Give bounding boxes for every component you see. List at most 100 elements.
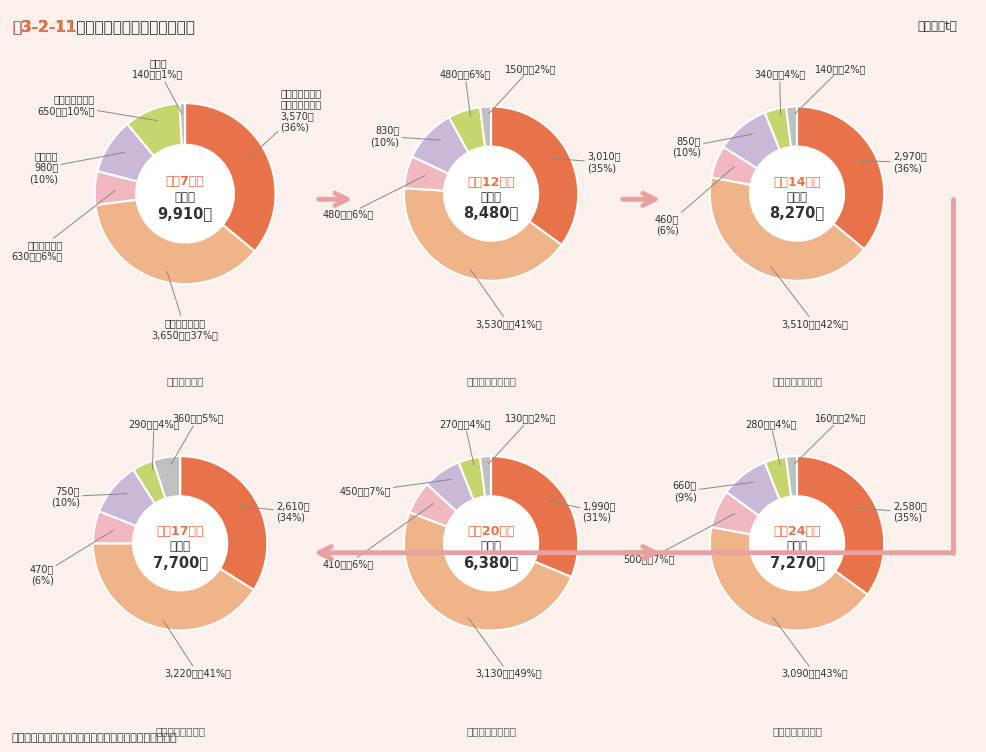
Wedge shape (409, 484, 456, 526)
Text: 全国計: 全国計 (170, 540, 190, 553)
Wedge shape (764, 456, 791, 499)
Text: 750万
(10%): 750万 (10%) (51, 486, 127, 508)
Wedge shape (785, 107, 797, 147)
Text: 270万（4%）: 270万（4%） (439, 419, 490, 465)
Text: 平成24年度: 平成24年度 (772, 526, 820, 538)
Text: 150万（2%）: 150万（2%） (488, 64, 555, 114)
Text: 全国計: 全国計 (175, 191, 195, 204)
Wedge shape (785, 456, 796, 496)
Wedge shape (796, 456, 883, 595)
Text: 2,580万
(35%): 2,580万 (35%) (857, 502, 926, 523)
Wedge shape (711, 147, 756, 185)
Text: 全国計: 全国計 (480, 540, 501, 553)
Wedge shape (711, 492, 758, 535)
Text: コンクリート塊
3,650万（37%）: コンクリート塊 3,650万（37%） (152, 271, 218, 340)
Wedge shape (479, 107, 491, 147)
Text: 3,130万（49%）: 3,130万（49%） (468, 618, 541, 678)
Text: 160万（2%）: 160万（2%） (794, 414, 866, 463)
Wedge shape (412, 117, 468, 174)
Text: 480万（6%）: 480万（6%） (439, 69, 490, 117)
Text: 資料：国土交通省: 資料：国土交通省 (465, 726, 516, 735)
Text: 建設混合廃棄物
650万（10%）: 建設混合廃棄物 650万（10%） (37, 95, 157, 120)
Text: 3,010万
(35%): 3,010万 (35%) (551, 152, 620, 173)
Text: 660万
(9%): 660万 (9%) (671, 481, 753, 502)
Text: 3,090万（43%）: 3,090万（43%） (772, 617, 847, 678)
Text: 2,610万
(34%): 2,610万 (34%) (240, 502, 310, 523)
Text: 全国計: 全国計 (786, 540, 807, 553)
Wedge shape (403, 512, 571, 630)
Wedge shape (479, 456, 491, 496)
Wedge shape (709, 177, 864, 280)
Circle shape (133, 496, 227, 590)
Text: 資料：国土交通省: 資料：国土交通省 (771, 376, 821, 386)
Text: 2,970万
(36%): 2,970万 (36%) (858, 152, 926, 173)
Circle shape (444, 147, 537, 241)
Text: 建設汚泥
980万
(10%): 建設汚泥 980万 (10%) (30, 151, 125, 184)
Wedge shape (723, 113, 779, 168)
Text: 建設発生木材
630万（6%）: 建設発生木材 630万（6%） (12, 190, 115, 262)
Wedge shape (184, 103, 275, 251)
Text: 6,380万: 6,380万 (463, 555, 518, 570)
Circle shape (444, 496, 537, 590)
Text: アスファルト・
コンクリート塊
3,570万
(36%): アスファルト・ コンクリート塊 3,570万 (36%) (248, 88, 320, 159)
Text: 8,270万: 8,270万 (769, 205, 823, 220)
Wedge shape (764, 107, 791, 150)
Text: 図3-2-11　建設廃棄物の種類別排出量: 図3-2-11 建設廃棄物の種類別排出量 (12, 20, 194, 35)
Text: 平成7年度: 平成7年度 (166, 175, 204, 189)
Text: 平成20年度: 平成20年度 (466, 526, 515, 538)
Wedge shape (458, 456, 484, 499)
Text: 9,910万: 9,910万 (158, 206, 212, 221)
Text: 3,220万（41%）: 3,220万（41%） (164, 620, 231, 678)
Wedge shape (403, 156, 448, 191)
Text: （単位：t）: （単位：t） (917, 20, 956, 32)
Text: 480万（6%）: 480万（6%） (321, 175, 425, 220)
Wedge shape (796, 107, 883, 249)
Wedge shape (427, 462, 473, 511)
Text: 平成17年度: 平成17年度 (156, 526, 204, 538)
Text: 資料：国土交通省: 資料：国土交通省 (465, 376, 516, 386)
Wedge shape (709, 527, 867, 630)
Wedge shape (153, 456, 180, 499)
Text: 3,530万（41%）: 3,530万（41%） (470, 269, 541, 329)
Text: 340万（4%）: 340万（4%） (753, 69, 805, 115)
Text: 平成12年度: 平成12年度 (466, 176, 515, 189)
Text: 図3-2-11: 図3-2-11 (12, 20, 76, 35)
Text: 3,510万（42%）: 3,510万（42%） (770, 266, 847, 329)
Text: 8,480万: 8,480万 (463, 205, 518, 220)
Text: 7,700万: 7,700万 (153, 555, 207, 570)
Wedge shape (179, 103, 185, 145)
Circle shape (136, 145, 234, 242)
Wedge shape (96, 200, 254, 284)
Wedge shape (93, 511, 136, 543)
Text: 1,990万
(31%): 1,990万 (31%) (547, 501, 615, 523)
Text: 280万（4%）: 280万（4%） (744, 419, 796, 465)
Text: 500万（7%）: 500万（7%） (623, 514, 734, 564)
Text: 850万
(10%): 850万 (10%) (671, 134, 752, 158)
Text: 290万（4%）: 290万（4%） (128, 419, 179, 470)
Circle shape (749, 496, 843, 590)
Text: 資料：国土交通省: 資料：国土交通省 (771, 726, 821, 735)
Text: 注：四捨五入の関係上、合計値と合わない場合がある。: 注：四捨五入の関係上、合計値と合わない場合がある。 (12, 733, 177, 743)
Text: 全国計: 全国計 (480, 190, 501, 204)
Text: 830万
(10%): 830万 (10%) (370, 126, 440, 147)
Wedge shape (726, 462, 779, 516)
Text: 資料：国土交通省: 資料：国土交通省 (155, 726, 205, 735)
Text: 360万（5%）: 360万（5%） (172, 414, 223, 464)
Wedge shape (93, 543, 253, 630)
Wedge shape (449, 107, 485, 153)
Wedge shape (403, 188, 561, 280)
Text: 450万（7%）: 450万（7%） (339, 480, 451, 496)
Text: 460万
(6%): 460万 (6%) (655, 167, 734, 235)
Wedge shape (179, 456, 267, 590)
Text: 資料：建設省: 資料：建設省 (167, 376, 203, 386)
Text: 全国計: 全国計 (786, 190, 807, 204)
Text: 410万（6%）: 410万（6%） (321, 504, 433, 569)
Text: 130万（2%）: 130万（2%） (488, 414, 555, 463)
Text: その他
140万（1%）: その他 140万（1%） (132, 58, 183, 114)
Wedge shape (490, 456, 578, 577)
Circle shape (749, 147, 843, 241)
Wedge shape (127, 103, 181, 156)
Wedge shape (98, 124, 154, 181)
Text: 7,270万: 7,270万 (769, 555, 823, 570)
Text: 140万（2%）: 140万（2%） (794, 64, 866, 114)
